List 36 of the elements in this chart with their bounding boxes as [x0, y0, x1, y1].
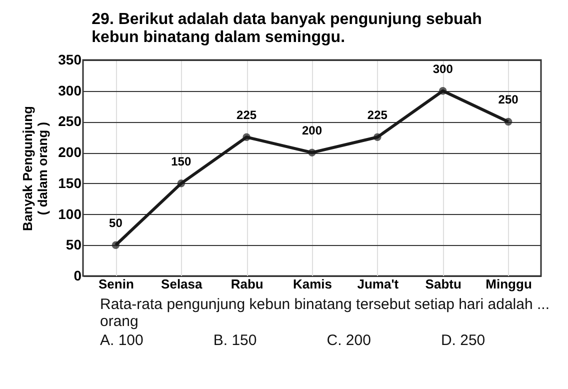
y-tick-label: 0 [74, 268, 82, 284]
x-tick-label: Juma't [357, 276, 400, 292]
data-label: 200 [302, 124, 322, 138]
point [112, 241, 120, 250]
point [374, 133, 382, 142]
data-label: 50 [109, 216, 123, 230]
text: B. 150 [213, 332, 257, 349]
y-tick-label: 250 [58, 113, 82, 130]
data-label: 150 [171, 154, 192, 168]
point [504, 118, 512, 126]
point [242, 133, 250, 142]
point [308, 148, 316, 156]
y-tick-label: 100 [58, 206, 82, 222]
point [177, 180, 186, 188]
y-tick-label: 300 [58, 82, 82, 98]
x-tick-label: Senin [98, 276, 134, 292]
y-tick-label: 200 [58, 144, 82, 160]
text: D. 250 [440, 332, 486, 349]
data-label: 300 [432, 62, 454, 76]
x-tick-label: Selasa [161, 276, 204, 292]
y-tick-label: 50 [66, 236, 82, 253]
y-tick-label: 150 [58, 174, 82, 191]
x-tick-label: Sabtu [425, 276, 462, 292]
text: C. 200 [326, 332, 371, 349]
text: Rata-rata pengunjung kebun binatang tersebut setiap hari adalah ... orang [100, 296, 550, 330]
point [438, 86, 447, 95]
data-label: 225 [367, 108, 388, 122]
x-tick-label: Rabu [230, 276, 264, 292]
y-tick-label: 350 [58, 52, 82, 68]
x-tick-label: Kamis [292, 276, 332, 292]
y-axis-title: Banyak Pengunjung ( dalam orang ) [20, 106, 50, 231]
text: A. 100 [100, 332, 144, 349]
chart-title: 29. Berikut adalah data banyak pengunjung sebuah kebun binatang dalam seminggu. [92, 11, 482, 46]
data-label: 225 [236, 108, 257, 122]
x-tick-label: Minggu [486, 276, 532, 292]
data-label: 250 [498, 92, 519, 107]
